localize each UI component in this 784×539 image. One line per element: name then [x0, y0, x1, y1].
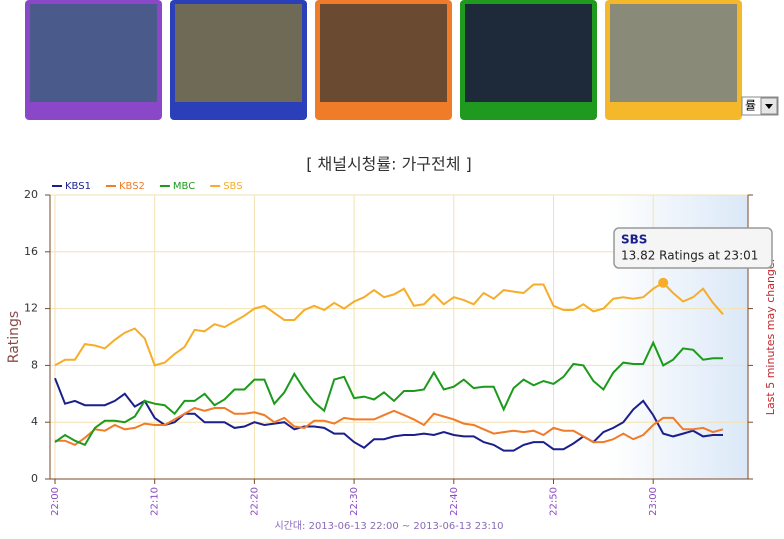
select-text: 률 [745, 99, 756, 113]
select-arrow [765, 104, 773, 109]
thumb-image [175, 4, 302, 102]
y-tick-label: 20 [24, 188, 38, 201]
x-tick-label: 23:00 [648, 487, 659, 516]
legend-label: KBS2 [119, 181, 145, 192]
y-axis-label: Ratings [6, 311, 22, 363]
tooltip-title: SBS [621, 233, 647, 247]
series-line [55, 406, 724, 447]
thumb-image [30, 4, 157, 102]
plot [54, 281, 724, 452]
tooltip-point [658, 277, 669, 288]
tooltip-box [613, 227, 773, 269]
thumb-image [610, 4, 737, 102]
x-tick-label: 22:40 [449, 487, 460, 516]
legend-label: KBS1 [65, 181, 91, 192]
y-tick-label: 0 [31, 472, 38, 485]
thumb-image [465, 4, 592, 102]
x-tick-label: 22:30 [349, 487, 360, 516]
note: Last 5 minutes may change. [764, 259, 777, 415]
thumbnails [25, 0, 742, 120]
y-tick-label: 8 [31, 358, 38, 371]
tooltip-text: 13.82 Ratings at 23:01 [621, 249, 758, 263]
thumb-image [320, 4, 447, 102]
y-tick-label: 12 [24, 302, 38, 315]
y-tick-label: 16 [24, 245, 38, 258]
legend: KBS1 KBS2 MBC SBS [52, 181, 243, 192]
series-line [54, 340, 723, 447]
x-tick-label: 22:20 [249, 487, 260, 516]
x-axis-label: 시간대: 2013-06-13 22:00 ~ 2013-06-13 23:10 [274, 520, 503, 532]
chart-title: [ 채널시청률: 가구전체 ] [306, 155, 472, 174]
legend-label: MBC [173, 181, 195, 192]
series-line [54, 281, 724, 367]
tooltip: SBS 13.82 Ratings at 23:01 [613, 227, 773, 288]
legend-label: SBS [223, 181, 242, 192]
select[interactable]: 률 [741, 96, 779, 116]
y-tick-label: 4 [31, 415, 38, 428]
x-tick-label: 22:50 [549, 487, 560, 516]
x-tick-label: 22:10 [150, 487, 161, 516]
x-tick-label: 22:00 [50, 487, 61, 516]
